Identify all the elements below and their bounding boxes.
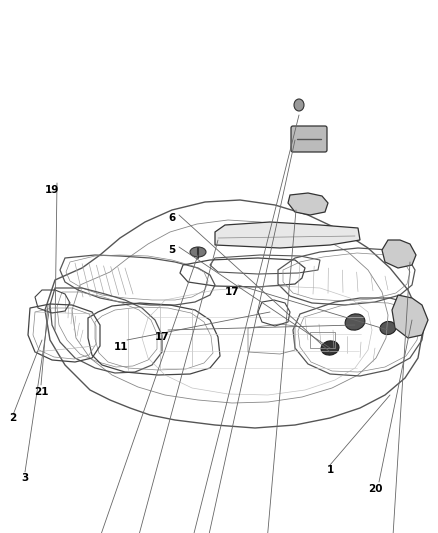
Text: 1: 1	[326, 465, 334, 475]
Ellipse shape	[380, 321, 396, 335]
Text: 19: 19	[45, 185, 59, 195]
Polygon shape	[215, 222, 360, 248]
Text: 2: 2	[9, 413, 17, 423]
Ellipse shape	[321, 341, 339, 355]
Text: 20: 20	[368, 484, 382, 494]
Text: 3: 3	[21, 473, 28, 483]
Text: 5: 5	[168, 245, 176, 255]
Text: 6: 6	[168, 213, 176, 223]
FancyBboxPatch shape	[291, 126, 327, 152]
Polygon shape	[382, 240, 416, 268]
Text: 11: 11	[114, 342, 128, 352]
Polygon shape	[392, 295, 428, 338]
Ellipse shape	[190, 247, 206, 257]
Ellipse shape	[345, 314, 365, 330]
Text: 21: 21	[34, 387, 48, 397]
Text: 17: 17	[155, 332, 170, 342]
Text: 17: 17	[225, 287, 239, 297]
Polygon shape	[288, 193, 328, 215]
Ellipse shape	[294, 99, 304, 111]
